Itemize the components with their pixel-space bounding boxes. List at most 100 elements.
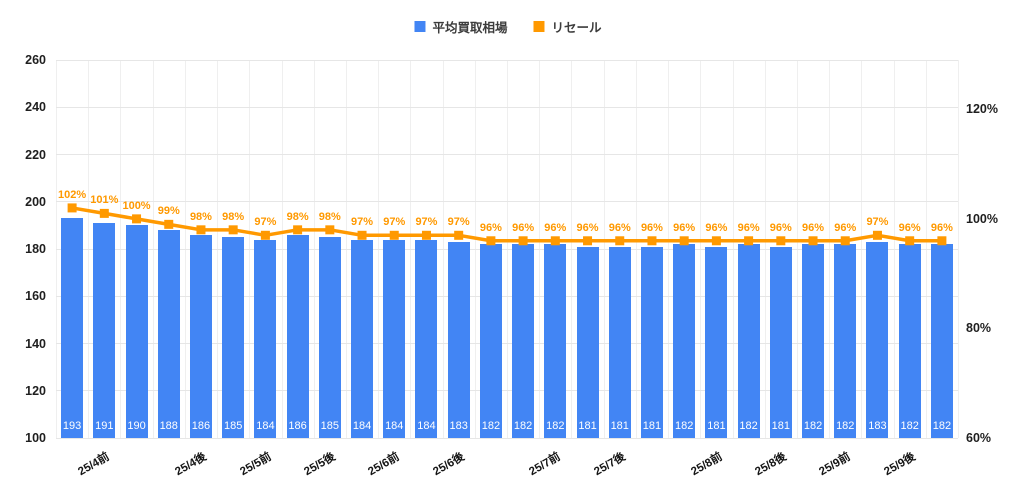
legend-item-resale[interactable]: リセール: [533, 17, 602, 36]
resale-value-label: 102%: [58, 188, 87, 201]
x-axis-label: 25/4後: [173, 450, 209, 479]
resale-point-marker: [67, 203, 77, 213]
resale-point-marker: [583, 236, 593, 246]
bar: [61, 218, 84, 438]
bar-value-label: 182: [836, 420, 855, 432]
bar-value-label: 188: [159, 420, 178, 432]
resale-point-marker: [325, 225, 335, 235]
bar-value-label: 182: [932, 420, 952, 432]
gridline-horizontal: [56, 248, 958, 250]
y-axis-label-right: 120%: [966, 102, 998, 117]
x-axis-label: 25/8後: [753, 450, 789, 479]
gridline-horizontal: [56, 201, 958, 203]
resale-value-label: 98%: [222, 210, 245, 223]
x-axis-label: 25/4前: [76, 450, 113, 479]
resale-value-label: 97%: [866, 216, 889, 229]
resale-value-label: 97%: [254, 216, 277, 229]
x-axis-label: 25/9前: [817, 450, 853, 479]
bar: [673, 244, 696, 438]
bar: [608, 246, 631, 438]
bar-value-label: 193: [62, 420, 82, 432]
y-axis-label-right: 80%: [966, 321, 992, 336]
resale-value-label: 96%: [479, 221, 502, 234]
bar-value-label: 182: [674, 420, 694, 432]
bar-value-label: 182: [546, 420, 565, 432]
resale-value-label: 97%: [447, 216, 470, 229]
bar: [640, 246, 663, 438]
bar: [705, 246, 728, 438]
bar: [479, 244, 502, 438]
resale-point-marker: [357, 230, 367, 240]
y-axis-label-right: 100%: [966, 211, 998, 226]
resale-value-label: 96%: [544, 221, 567, 234]
resale-point-marker: [99, 208, 109, 218]
x-axis-label: 25/6前: [366, 450, 402, 479]
y-axis-label-left: 220: [25, 147, 46, 162]
bar: [415, 239, 438, 438]
bar: [512, 244, 535, 438]
bar: [930, 244, 953, 438]
bar-value-label: 186: [288, 420, 307, 432]
resale-point-marker: [711, 236, 721, 246]
gridline-horizontal: [56, 390, 958, 392]
bar: [737, 244, 760, 438]
resale-point-marker: [196, 225, 206, 235]
bar: [383, 239, 406, 438]
x-axis-label: 25/8前: [688, 450, 725, 479]
resale-value-label: 96%: [802, 221, 825, 234]
bar: [769, 246, 792, 438]
x-axis-label: 25/7前: [527, 450, 564, 479]
bar-value-label: 184: [256, 420, 275, 432]
resale-value-label: 96%: [769, 221, 792, 234]
bar: [898, 244, 921, 438]
resale-value-label: 98%: [318, 210, 341, 223]
resale-value-label: 96%: [834, 221, 857, 234]
legend-item-average-buy-price[interactable]: 平均買取相場: [414, 17, 508, 36]
gridline-vertical: [958, 60, 959, 438]
resale-value-label: 100%: [122, 199, 151, 212]
resale-value-label: 101%: [90, 194, 119, 207]
x-axis-label: 25/5後: [302, 450, 338, 479]
bar-value-label: 185: [223, 420, 243, 432]
resale-point-marker: [164, 219, 174, 229]
bar-value-label: 186: [191, 420, 211, 432]
gridline-horizontal: [56, 106, 958, 108]
resale-point-marker: [647, 236, 657, 246]
bar: [286, 234, 309, 438]
bar-value-label: 185: [320, 420, 339, 432]
bar: [576, 246, 599, 438]
resale-point-marker: [389, 230, 399, 240]
resale-value-label: 96%: [640, 221, 663, 234]
bar-value-label: 182: [513, 420, 533, 432]
bar-value-label: 182: [900, 420, 919, 432]
bar-value-label: 182: [803, 420, 823, 432]
gridline-horizontal: [56, 59, 958, 61]
x-axis-label: 25/7後: [592, 450, 628, 479]
legend-label-resale: リセール: [551, 21, 602, 35]
bar: [189, 234, 212, 438]
bar: [93, 223, 116, 438]
legend-swatch-line-icon: [533, 21, 545, 32]
resale-value-label: 97%: [351, 216, 374, 229]
resale-value-label: 97%: [383, 216, 406, 229]
y-axis-label-left: 180: [25, 242, 46, 256]
bar: [254, 239, 277, 438]
y-axis-label-left: 120: [25, 383, 46, 398]
bar: [125, 225, 148, 438]
bar-value-label: 183: [868, 420, 887, 432]
bar-value-label: 184: [352, 420, 372, 432]
bar-value-label: 181: [707, 420, 726, 432]
resale-value-label: 97%: [415, 216, 438, 229]
bar-value-label: 191: [95, 420, 114, 432]
resale-point-marker: [421, 230, 431, 240]
bar-value-label: 182: [739, 420, 758, 432]
bar: [544, 244, 567, 438]
resale-value-label: 99%: [157, 205, 180, 218]
resale-point-marker: [872, 230, 882, 240]
bar: [318, 237, 341, 438]
gridline-horizontal: [56, 343, 958, 344]
bar: [157, 230, 180, 438]
chart-legend: 平均買取相場 リセール: [414, 17, 602, 36]
y-axis-label-left: 100: [25, 431, 46, 445]
bar: [834, 244, 857, 438]
